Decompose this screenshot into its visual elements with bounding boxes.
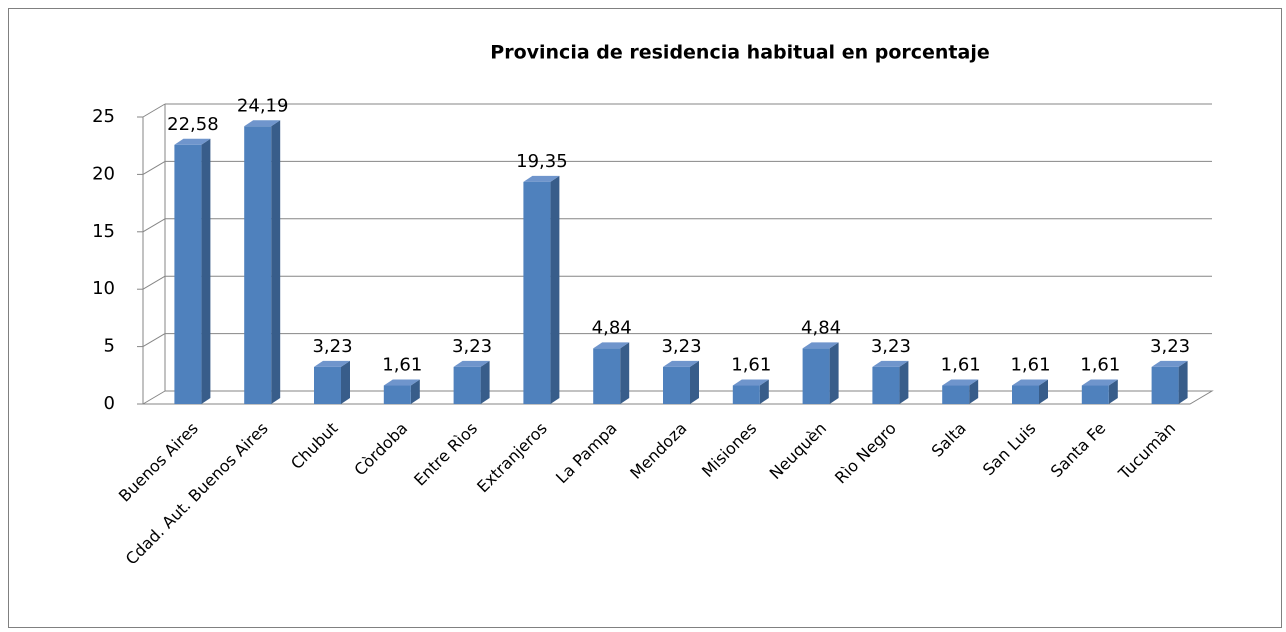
bar-side	[271, 120, 281, 404]
bar-top	[244, 120, 281, 127]
bar-side	[550, 175, 560, 404]
bar	[593, 348, 621, 404]
value-label: 1,61	[731, 355, 771, 376]
bar-side	[620, 342, 630, 404]
bar-top	[383, 379, 420, 386]
chart-title: Provincia de residencia habitual en porc…	[490, 42, 989, 64]
chart-border	[8, 8, 1282, 628]
bar-top	[1151, 360, 1188, 367]
bar-side	[829, 342, 839, 404]
bar	[523, 181, 551, 404]
value-label: 3,23	[452, 336, 492, 357]
bar	[244, 126, 272, 404]
value-label: 3,23	[661, 336, 701, 357]
grid-line-side	[142, 103, 166, 118]
bar-side	[480, 360, 490, 404]
grid-line-side	[142, 160, 166, 175]
bar	[802, 348, 830, 404]
bar	[1012, 385, 1039, 404]
bar	[174, 144, 202, 404]
grid-line-side	[142, 390, 166, 405]
bar-top	[663, 360, 699, 367]
grid-line-side	[142, 333, 166, 348]
value-label: 1,61	[941, 355, 981, 376]
bar	[453, 366, 481, 404]
bar-top	[314, 360, 350, 367]
value-label: 1,61	[382, 355, 422, 376]
value-label: 3,23	[312, 336, 352, 357]
bar-top	[593, 342, 630, 349]
value-label: 3,23	[871, 336, 911, 357]
bar	[942, 385, 970, 404]
bar	[732, 385, 760, 404]
bar-top	[453, 360, 490, 367]
y-tick-label: 10	[92, 278, 115, 299]
grid-line-side	[142, 218, 166, 233]
bar	[663, 366, 690, 404]
bar-side	[759, 379, 769, 404]
bar-top	[174, 138, 211, 145]
value-label: 3,23	[1150, 336, 1190, 357]
bar-top	[1012, 379, 1048, 386]
bar-side	[341, 360, 350, 404]
bar-top	[802, 342, 839, 349]
bar-side	[969, 379, 979, 404]
grid-line-side	[142, 275, 166, 290]
bar	[1151, 366, 1179, 404]
bar-top	[1081, 379, 1118, 386]
bar-side	[1039, 379, 1048, 404]
bar-top	[872, 360, 909, 367]
bar-side	[690, 360, 699, 404]
value-label: 4,84	[592, 317, 632, 338]
y-tick-label: 25	[92, 106, 115, 127]
value-label: 1,61	[1010, 355, 1050, 376]
bar	[1081, 385, 1109, 404]
bar	[314, 366, 341, 404]
value-label: 4,84	[801, 317, 841, 338]
bar-side	[1108, 379, 1118, 404]
value-label: 24,19	[237, 95, 289, 116]
value-label: 22,58	[167, 114, 219, 135]
y-tick-label: 5	[104, 336, 115, 357]
value-label: 1,61	[1080, 355, 1120, 376]
bar	[872, 366, 900, 404]
bar-side	[410, 379, 420, 404]
bar-side	[899, 360, 909, 404]
value-label: 19,35	[516, 151, 568, 172]
bar-top	[732, 379, 769, 386]
y-tick-label: 0	[104, 393, 115, 414]
bar-side	[201, 138, 211, 404]
bar-side	[1178, 360, 1188, 404]
bar-top	[523, 175, 560, 182]
bar-top	[942, 379, 979, 386]
y-tick-label: 15	[92, 221, 115, 242]
bar	[383, 385, 411, 404]
y-tick-label: 20	[92, 163, 115, 184]
